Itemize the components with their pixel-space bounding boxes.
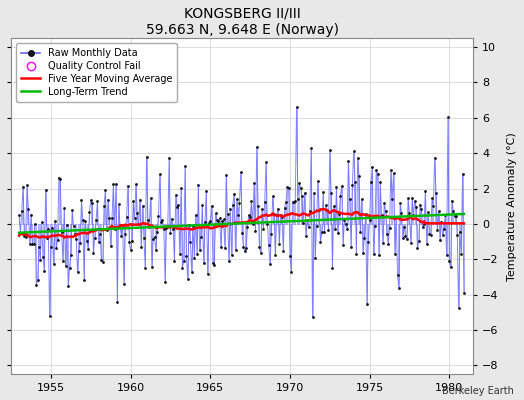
Text: Berkeley Earth: Berkeley Earth [442,386,514,396]
Legend: Raw Monthly Data, Quality Control Fail, Five Year Moving Average, Long-Term Tren: Raw Monthly Data, Quality Control Fail, … [16,43,178,102]
Title: KONGSBERG II/III
59.663 N, 9.648 E (Norway): KONGSBERG II/III 59.663 N, 9.648 E (Norw… [146,7,339,37]
Y-axis label: Temperature Anomaly (°C): Temperature Anomaly (°C) [507,132,517,280]
